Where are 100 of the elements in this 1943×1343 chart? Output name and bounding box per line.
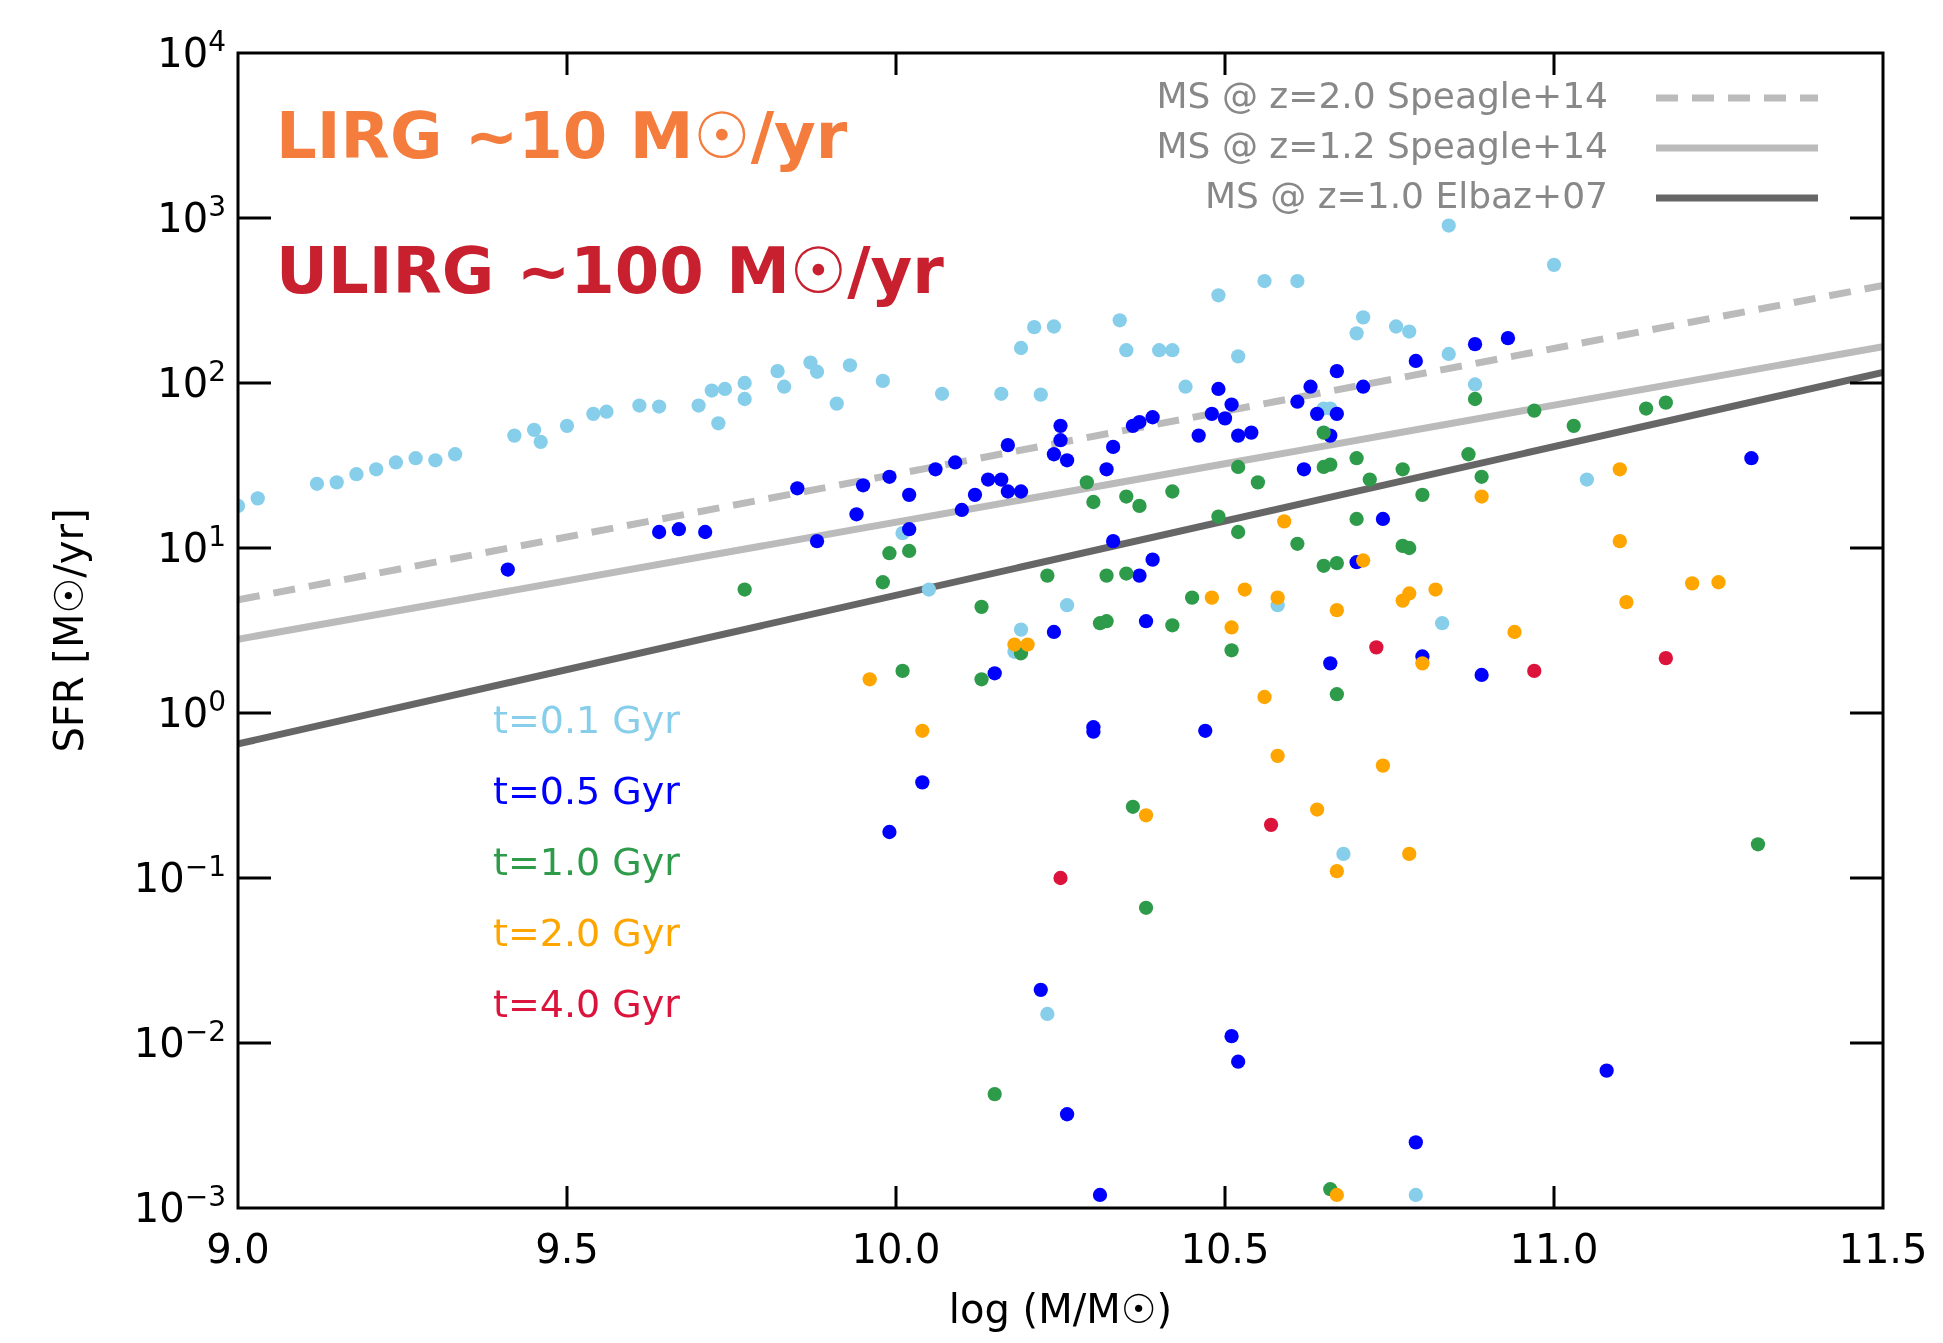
text: t=1.0 Gyr <box>493 840 681 884</box>
point <box>737 582 752 597</box>
point <box>1007 637 1022 652</box>
point <box>1566 418 1581 433</box>
point <box>915 723 930 738</box>
point <box>1224 643 1239 658</box>
point <box>1428 582 1443 597</box>
point <box>1329 1187 1344 1203</box>
y-tick-label: 10$^{0}$ <box>157 684 226 736</box>
point <box>1415 656 1430 671</box>
x-tick-label: 11.0 <box>1509 1226 1599 1272</box>
point <box>882 546 897 561</box>
point <box>875 575 890 590</box>
point <box>1658 651 1673 666</box>
point <box>1527 663 1542 678</box>
point <box>1329 864 1344 879</box>
point <box>1329 687 1344 702</box>
point <box>1138 808 1154 823</box>
x-axis-title: log (M/M☉) <box>948 1286 1173 1332</box>
point <box>1402 846 1417 862</box>
point <box>1375 758 1391 773</box>
point <box>1329 555 1344 571</box>
point <box>1165 484 1180 499</box>
point <box>1356 553 1371 568</box>
point <box>1099 614 1114 629</box>
point <box>1349 451 1364 466</box>
point <box>1263 817 1279 832</box>
point <box>1132 498 1147 513</box>
point <box>1270 748 1285 763</box>
point <box>1204 590 1219 605</box>
point <box>1237 582 1252 597</box>
point <box>1474 469 1489 484</box>
text: t=0.5 Gyr <box>493 769 681 813</box>
point <box>1309 802 1325 817</box>
point <box>1461 447 1476 462</box>
point <box>1119 489 1134 504</box>
y-tick-label: 10$^{−2}$ <box>133 1014 226 1066</box>
annotation: ULIRG ~100 M☉/yr <box>276 234 945 308</box>
point <box>1711 575 1726 590</box>
y-tick-label: 10$^{1}$ <box>157 519 226 571</box>
point <box>1040 568 1055 583</box>
point <box>1402 586 1417 601</box>
point <box>1053 870 1068 886</box>
point <box>1211 509 1226 524</box>
point <box>987 1087 1002 1102</box>
legend-label: MS @ z=1.2 Speagle+14 <box>1156 125 1608 166</box>
point <box>1165 618 1180 633</box>
point <box>1277 514 1292 529</box>
point <box>1270 590 1285 605</box>
point <box>1685 576 1700 591</box>
point <box>1125 799 1141 814</box>
point <box>1079 475 1094 490</box>
point <box>895 663 910 678</box>
point <box>1224 620 1239 635</box>
point <box>1369 640 1384 655</box>
point <box>1316 558 1331 573</box>
point <box>1323 457 1338 472</box>
point <box>1020 637 1035 652</box>
point <box>1138 900 1154 915</box>
point <box>1231 524 1246 540</box>
point <box>1362 472 1377 487</box>
text: t=0.1 Gyr <box>493 698 681 742</box>
point <box>1290 536 1305 551</box>
point <box>1467 391 1483 407</box>
point <box>1619 594 1634 610</box>
point <box>1415 487 1430 502</box>
point <box>1316 425 1331 440</box>
y-tick-label: 10$^{−1}$ <box>133 849 226 901</box>
x-tick-label: 10.0 <box>851 1226 941 1272</box>
y-tick-label: 10$^{2}$ <box>157 354 226 406</box>
point <box>1099 568 1114 583</box>
legend-label: MS @ z=1.0 Elbaz+07 <box>1204 175 1608 216</box>
point <box>1231 459 1246 475</box>
point <box>1507 624 1522 640</box>
annotation: LIRG ~10 M☉/yr <box>276 99 848 173</box>
point <box>1184 590 1200 605</box>
point <box>1349 511 1364 527</box>
point <box>1658 395 1673 410</box>
point <box>1329 603 1344 618</box>
y-axis-title: SFR [M☉/yr] <box>46 508 92 753</box>
axis-ticks: 10$^{4}$ <box>157 24 226 76</box>
point <box>1086 494 1101 510</box>
point <box>1395 462 1410 477</box>
point <box>974 599 989 614</box>
point <box>974 672 989 687</box>
point <box>1250 475 1266 490</box>
point <box>1750 837 1766 852</box>
point <box>1474 489 1489 504</box>
point <box>1638 401 1654 416</box>
point <box>1612 462 1627 477</box>
axis-ticks: 10$^{1}$ <box>157 519 1883 571</box>
x-tick-label: 9.5 <box>535 1226 599 1272</box>
axis-ticks: 11.5 <box>1838 1226 1928 1272</box>
point <box>1612 534 1627 549</box>
x-tick-label: 10.5 <box>1180 1226 1270 1272</box>
point <box>902 543 917 559</box>
y-tick-label: 10$^{3}$ <box>157 189 226 241</box>
text: t=2.0 Gyr <box>493 911 681 955</box>
legend-label: MS @ z=2.0 Speagle+14 <box>1156 75 1608 116</box>
point <box>1119 566 1134 581</box>
